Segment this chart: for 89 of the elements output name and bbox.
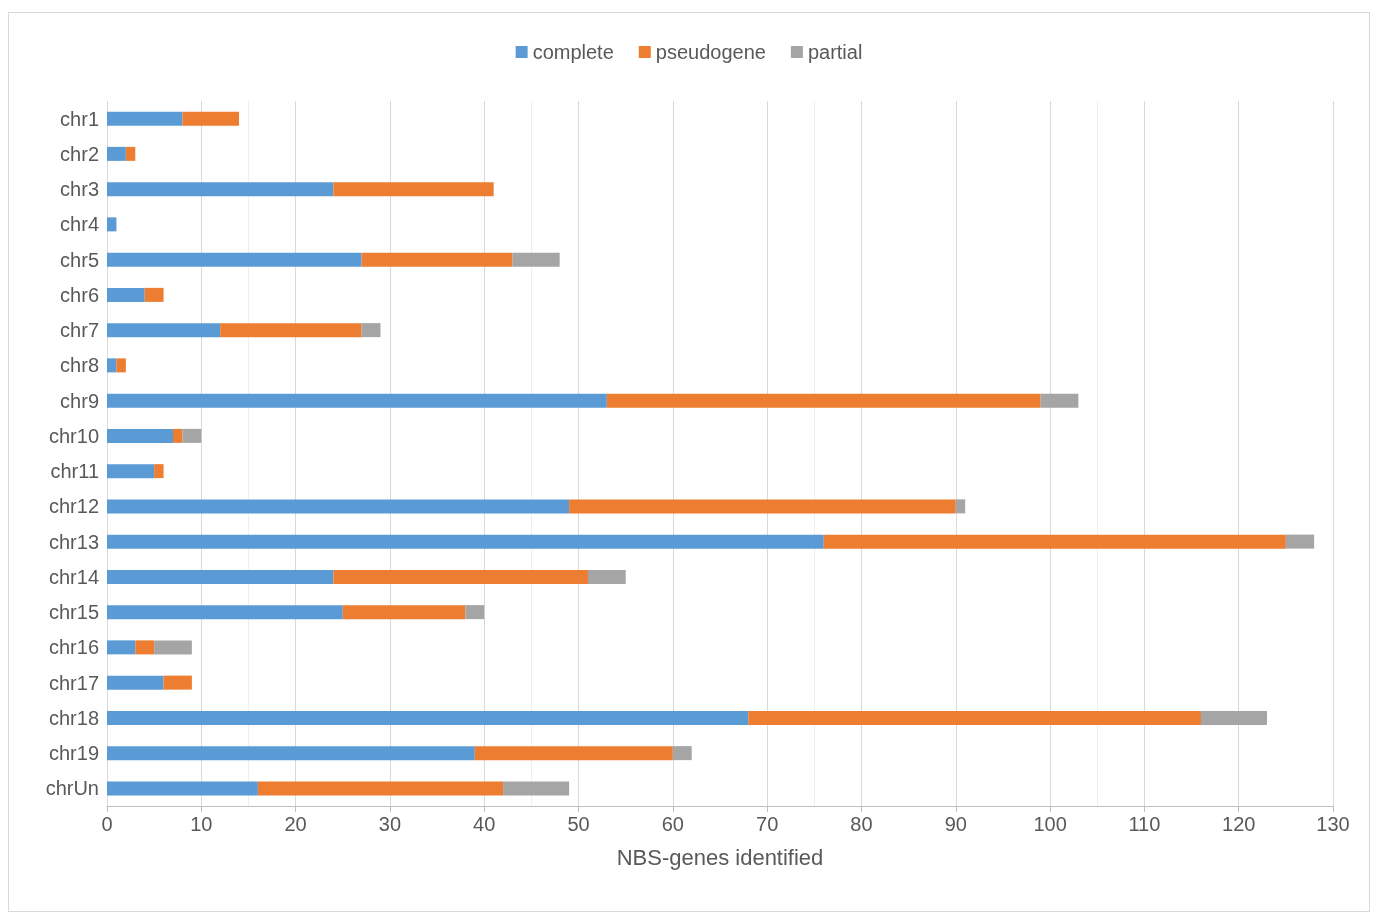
y-tick-label: chr3 [60, 178, 99, 201]
bar [182, 111, 240, 126]
bar [107, 182, 334, 197]
bar [220, 323, 362, 338]
bar [125, 146, 136, 161]
x-tick-label: 30 [378, 813, 402, 835]
y-tick-label: chr17 [48, 671, 99, 694]
bar [163, 675, 192, 690]
bar [606, 393, 1041, 408]
bar [503, 781, 570, 796]
bar [107, 499, 570, 514]
x-tick-label: 110 [1128, 813, 1161, 835]
bar [587, 569, 626, 584]
bar [748, 710, 1201, 725]
bar [182, 428, 202, 443]
bar [107, 323, 221, 338]
bar [107, 217, 117, 232]
bar [173, 428, 183, 443]
legend-label: partial [807, 41, 863, 63]
bar [107, 464, 155, 479]
bar [107, 393, 607, 408]
bar [154, 640, 192, 655]
y-tick-label: chr16 [48, 636, 99, 659]
y-tick-label: chr4 [60, 213, 99, 236]
bar [154, 464, 164, 479]
bar [955, 499, 966, 514]
bar [144, 287, 164, 302]
y-tick-label: chr6 [60, 283, 99, 306]
bar [474, 746, 673, 761]
bar [107, 746, 475, 761]
bar [135, 640, 155, 655]
bar [107, 710, 749, 725]
x-tick-label: 10 [190, 813, 213, 835]
y-tick-label: chr13 [48, 530, 99, 553]
bar [1285, 534, 1315, 549]
bar [107, 287, 145, 302]
x-axis-title: NBS-genes identified [616, 844, 824, 870]
x-tick-label: 20 [284, 813, 307, 835]
bar [1040, 393, 1079, 408]
bar [361, 252, 513, 267]
bar [107, 605, 343, 620]
y-tick-label: chr11 [50, 460, 99, 483]
bar [107, 428, 174, 443]
bar [107, 111, 183, 126]
x-tick-label: 0 [101, 813, 113, 835]
bar [333, 569, 588, 584]
bar [465, 605, 485, 620]
x-tick-label: 120 [1222, 813, 1256, 835]
bar [823, 534, 1286, 549]
x-tick-label: 40 [473, 813, 496, 835]
y-tick-label: chrUn [45, 777, 99, 800]
y-tick-label: chr12 [48, 495, 99, 518]
x-tick-label: 80 [850, 813, 873, 835]
y-tick-label: chr9 [60, 389, 99, 412]
y-tick-label: chr7 [60, 319, 99, 342]
bar [107, 569, 334, 584]
bar [107, 146, 126, 161]
y-tick-label: chr10 [48, 424, 99, 447]
x-tick-label: 90 [944, 813, 967, 835]
bar [107, 675, 164, 690]
y-tick-label: chr8 [60, 354, 99, 377]
bar [116, 358, 126, 373]
bar [342, 605, 466, 620]
legend-label: pseudogene [655, 41, 766, 63]
y-tick-label: chr18 [48, 706, 99, 729]
x-tick-label: 130 [1316, 813, 1350, 835]
x-tick-label: 70 [756, 813, 779, 835]
y-tick-label: chr15 [48, 601, 99, 624]
bar [107, 358, 117, 373]
legend-label: complete [532, 41, 614, 63]
y-tick-label: chr5 [60, 248, 99, 271]
bar [107, 781, 258, 796]
bar [107, 534, 824, 549]
bar [107, 640, 136, 655]
bar [107, 252, 362, 267]
bar [257, 781, 504, 796]
bar [512, 252, 560, 267]
x-tick-label: 60 [661, 813, 684, 835]
bar [361, 323, 381, 338]
bar [569, 499, 956, 514]
y-tick-label: chr14 [48, 565, 99, 588]
y-tick-label: chr19 [48, 742, 99, 765]
bar [333, 182, 494, 197]
x-tick-label: 100 [1033, 813, 1067, 835]
y-tick-label: chr2 [60, 142, 99, 165]
bar [672, 746, 692, 761]
bar [1200, 710, 1267, 725]
y-tick-label: chr1 [60, 107, 99, 130]
x-tick-label: 50 [567, 813, 590, 835]
